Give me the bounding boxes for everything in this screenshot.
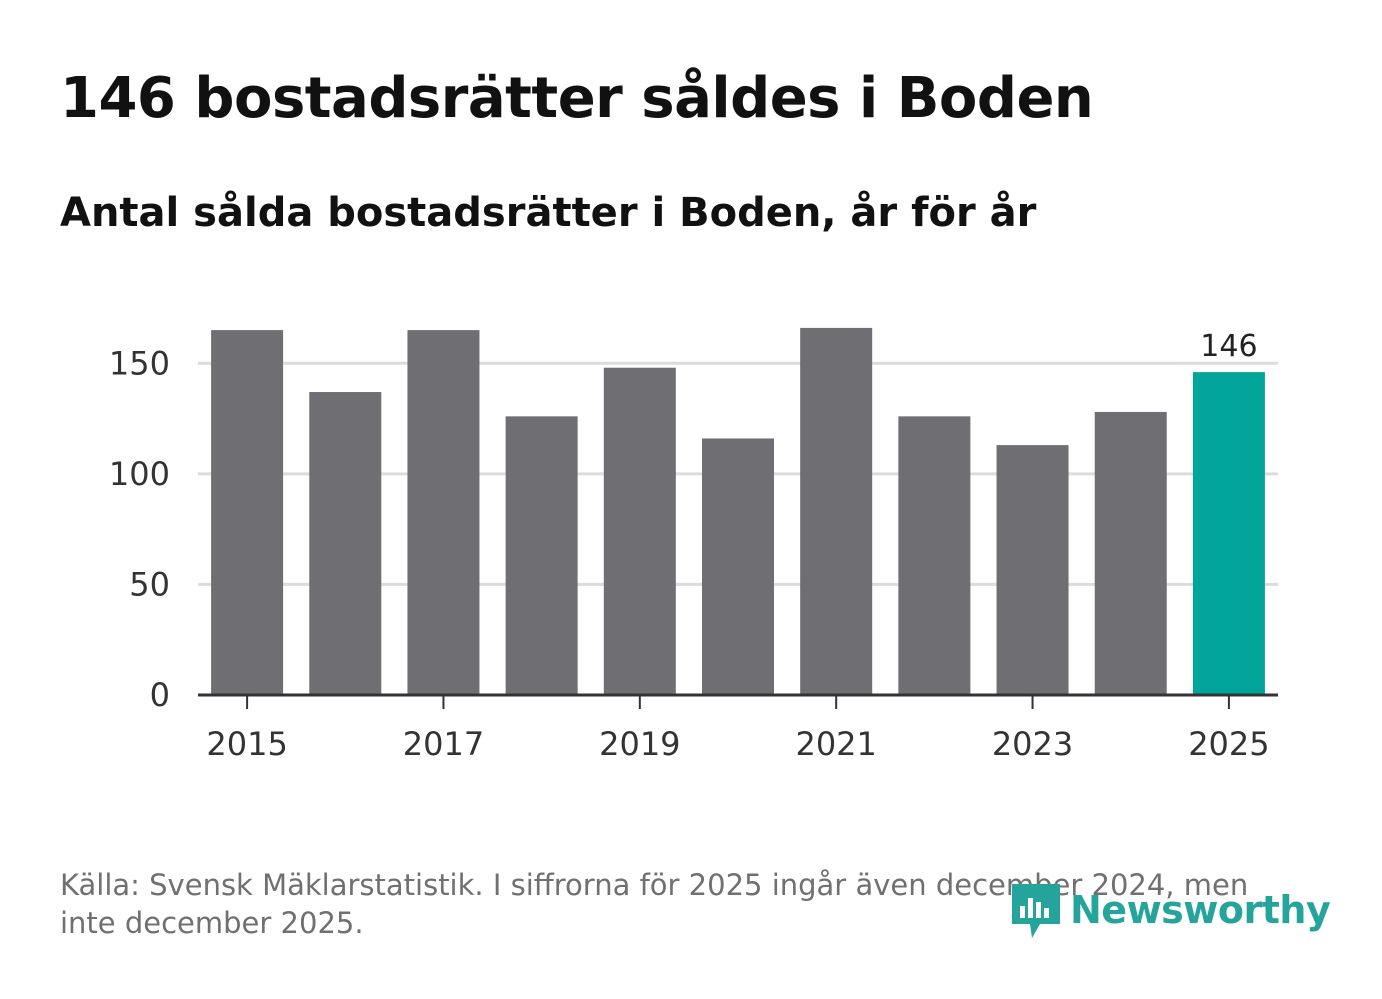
bar-2023 bbox=[996, 445, 1069, 695]
x-tick-label: 2019 bbox=[599, 725, 680, 763]
brand-name: Newsworthy bbox=[1070, 888, 1331, 932]
bar-2020 bbox=[702, 438, 774, 695]
y-tick-label: 150 bbox=[109, 344, 170, 382]
newsworthy-logo: Newsworthy bbox=[1010, 880, 1331, 940]
data-labels: 146 bbox=[1200, 329, 1257, 364]
bar-chart-logo-icon bbox=[1012, 884, 1060, 938]
bar-2015 bbox=[211, 330, 284, 695]
bar-2024 bbox=[1094, 411, 1167, 695]
y-tick-label: 100 bbox=[109, 455, 170, 493]
bar-2018 bbox=[505, 416, 578, 695]
bar-2022 bbox=[898, 416, 971, 695]
bar-2025 bbox=[1192, 372, 1265, 695]
x-tick-label: 2017 bbox=[403, 725, 484, 763]
bar-2016 bbox=[309, 392, 382, 695]
data-label: 146 bbox=[1200, 329, 1257, 364]
x-tick-label: 2015 bbox=[206, 725, 287, 763]
chart-title: 146 bostadsrätter såldes i Boden bbox=[60, 66, 1094, 131]
x-tick-label: 2023 bbox=[992, 725, 1073, 763]
chart-subtitle: Antal sålda bostadsrätter i Boden, år fö… bbox=[60, 190, 1037, 236]
x-tick-label: 2021 bbox=[795, 725, 876, 763]
bars bbox=[211, 327, 1265, 695]
bar-2021 bbox=[800, 327, 873, 695]
y-tick-label: 50 bbox=[129, 565, 170, 603]
x-tick-label: 2025 bbox=[1188, 725, 1269, 763]
y-axis-ticks: 0 50 100 150 bbox=[109, 344, 170, 714]
bar-2019 bbox=[603, 367, 676, 695]
y-tick-label: 0 bbox=[150, 676, 170, 714]
x-axis: 2015 2017 2019 2021 2023 2025 bbox=[198, 693, 1278, 763]
bar-2017 bbox=[407, 330, 480, 695]
